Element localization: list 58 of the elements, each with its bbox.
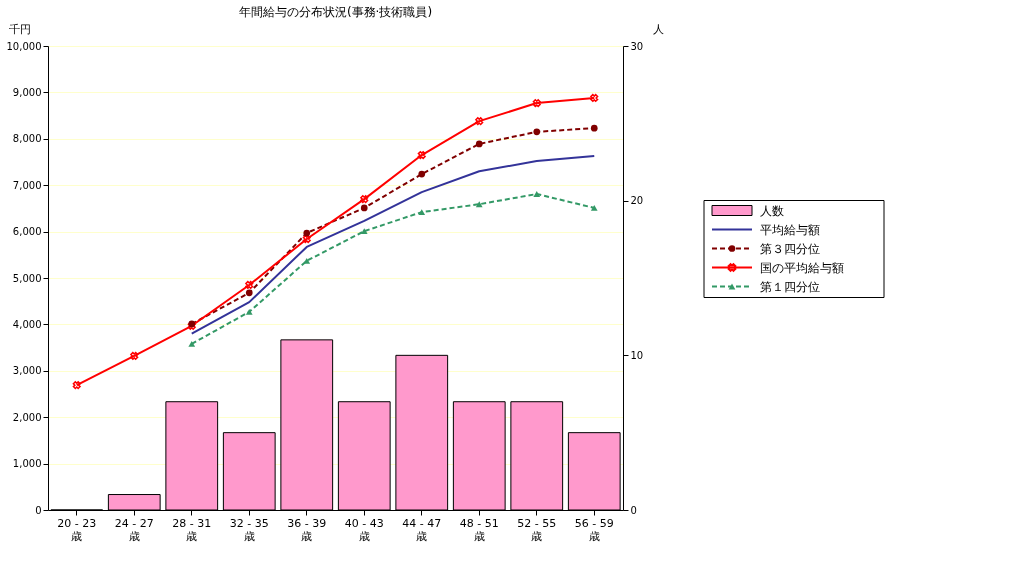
x-tick-label: 28 - 31 歳 xyxy=(172,516,212,543)
x-tick-label: 24 - 27 歳 xyxy=(114,516,154,543)
point xyxy=(302,234,311,244)
y-tick-label: 10,000 xyxy=(6,40,42,52)
y2-tick-label: 30 xyxy=(630,40,644,52)
point xyxy=(188,340,196,347)
point xyxy=(245,280,254,290)
x-tick-label: 56 - 59 歳 xyxy=(574,516,614,543)
point xyxy=(417,150,426,160)
x-tick-label: 44 - 47 歳 xyxy=(402,516,442,543)
point xyxy=(72,381,81,390)
x-tick-label: 40 - 43 歳 xyxy=(344,516,384,543)
chart-title: 年間給与の分布状況(事務·技術職員) xyxy=(238,5,433,19)
legend-label: 第１四分位 xyxy=(760,279,820,294)
y-tick-label: 4,000 xyxy=(12,318,42,330)
y2-tick-label: 0 xyxy=(630,504,637,516)
point xyxy=(475,140,483,148)
point xyxy=(475,201,483,208)
point xyxy=(360,204,368,212)
legend-label: 第３四分位 xyxy=(760,241,820,256)
x-tick-label: 32 - 35 歳 xyxy=(229,516,269,543)
y-tick-label: 8,000 xyxy=(12,133,42,145)
y-tick-label: 9,000 xyxy=(12,86,42,98)
point xyxy=(533,128,541,136)
point xyxy=(360,195,369,204)
x-tick-label: 20 - 23 歳 xyxy=(57,516,97,543)
point xyxy=(532,99,541,108)
y2-axis-title: 人 xyxy=(652,22,664,36)
point xyxy=(418,170,426,178)
point xyxy=(245,308,253,315)
point xyxy=(130,351,139,361)
y2-tick-label: 20 xyxy=(630,195,644,207)
x-tick-label: 36 - 39 歳 xyxy=(287,516,327,543)
y-tick-label: 1,000 xyxy=(12,458,42,470)
point xyxy=(475,117,484,126)
point xyxy=(360,228,368,235)
y-tick-label: 5,000 xyxy=(12,272,42,284)
y2-tick-label: 10 xyxy=(630,349,644,361)
line-series xyxy=(190,154,596,335)
y-tick-label: 7,000 xyxy=(12,179,42,191)
point xyxy=(303,229,311,237)
y-tick-label: 3,000 xyxy=(12,365,42,377)
y-tick-label: 2,000 xyxy=(12,411,42,423)
y-axis-title: 千円 xyxy=(8,22,31,36)
point xyxy=(245,289,253,297)
point xyxy=(303,257,311,264)
legend-label: 人数 xyxy=(760,203,784,218)
point xyxy=(590,205,598,211)
point xyxy=(533,191,541,197)
legend-label: 平均給与額 xyxy=(760,222,820,237)
x-tick-label: 48 - 51 歳 xyxy=(459,516,499,543)
x-tick-label: 52 - 55 歳 xyxy=(517,516,557,543)
point xyxy=(590,124,598,132)
y-tick-label: 0 xyxy=(35,504,42,516)
legend-label: 国の平均給与額 xyxy=(760,260,844,275)
point xyxy=(418,209,426,216)
y-tick-label: 6,000 xyxy=(12,226,42,238)
point xyxy=(590,93,599,103)
